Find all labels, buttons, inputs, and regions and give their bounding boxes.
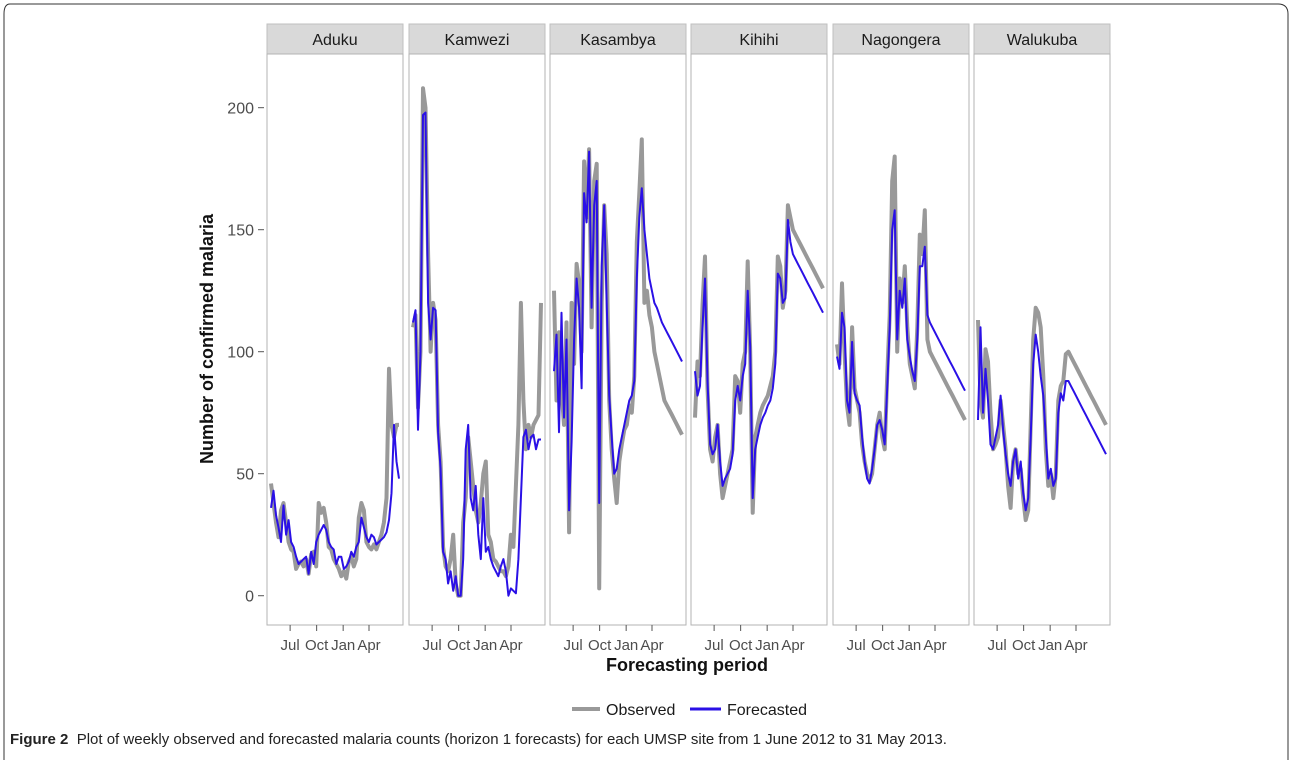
forecasted-line-kihihi (694, 218, 824, 500)
x-tick-label: Apr (640, 637, 663, 654)
x-tick-label: Jan (1038, 637, 1062, 654)
y-tick-label: 100 (227, 345, 254, 362)
x-tick-label: Apr (781, 637, 804, 654)
x-tick-label: Oct (871, 637, 895, 654)
y-tick-label: 50 (236, 467, 254, 484)
x-tick-label: Jan (473, 637, 497, 654)
figure-caption: Figure 2 Plot of weekly observed and for… (10, 731, 1280, 748)
facet-label-kihihi: Kihihi (739, 32, 778, 49)
x-tick-label: Apr (357, 637, 380, 654)
facet-label-aduku: Aduku (312, 32, 357, 49)
x-tick-label: Oct (1012, 637, 1036, 654)
facet-label-nagongera: Nagongera (861, 32, 940, 49)
x-tick-label: Jan (331, 637, 355, 654)
x-tick-label: Jan (614, 637, 638, 654)
x-tick-label: Apr (499, 637, 522, 654)
observed-line-nagongera (835, 154, 967, 483)
x-tick-label: Oct (729, 637, 753, 654)
y-axis-title: Number of confirmed malaria (197, 213, 217, 464)
legend-label-observed: Observed (606, 702, 675, 719)
x-tick-label: Jan (897, 637, 921, 654)
forecasted-line-kamwezi (412, 111, 541, 597)
x-tick-label: Jul (988, 637, 1007, 654)
figure-border (10, 3, 1289, 760)
facet-strip (408, 23, 546, 55)
facet-strip (549, 23, 687, 55)
x-tick-label: Jul (705, 637, 724, 654)
y-tick-label: 0 (245, 589, 254, 606)
x-tick-label: Apr (1064, 637, 1087, 654)
forecasted-line-walukuba (977, 326, 1107, 512)
x-tick-label: Jul (423, 637, 442, 654)
x-axis-title: Forecasting period (606, 655, 768, 675)
x-tick-label: Jul (564, 637, 583, 654)
x-tick-label: Oct (305, 637, 329, 654)
facet-label-kasambya: Kasambya (580, 32, 656, 49)
x-tick-label: Oct (588, 637, 612, 654)
x-tick-label: Apr (923, 637, 946, 654)
caption-label: Figure 2 (10, 731, 69, 748)
forecasted-line-nagongera (836, 209, 966, 485)
x-tick-label: Jul (281, 637, 300, 654)
facet-strip (973, 23, 1111, 55)
facet-strip (832, 23, 970, 55)
legend-label-forecasted: Forecasted (727, 702, 807, 719)
forecasted-line-aduku (270, 423, 400, 575)
facet-strip (690, 23, 828, 55)
figure-border-corner (3, 3, 11, 15)
facet-label-kamwezi: Kamwezi (445, 32, 510, 49)
y-tick-label: 200 (227, 101, 254, 118)
facet-panel (832, 53, 970, 626)
caption-text: Plot of weekly observed and forecasted m… (76, 731, 947, 748)
facet-label-walukuba: Walukuba (1007, 32, 1078, 49)
y-tick-label: 150 (227, 223, 254, 240)
x-tick-label: Oct (447, 637, 471, 654)
forecasted-line-kasambya (553, 150, 683, 512)
facet-panel (690, 53, 828, 626)
x-tick-label: Jan (755, 637, 779, 654)
x-tick-label: Jul (847, 637, 866, 654)
